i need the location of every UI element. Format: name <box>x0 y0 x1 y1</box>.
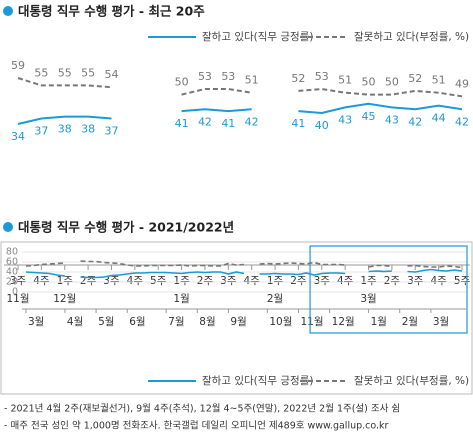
x-tick-label: 5주 <box>150 275 167 287</box>
y-tick-label: 80 <box>6 247 18 258</box>
title-bullet <box>3 6 13 16</box>
x-group-label: 11월 <box>6 293 29 305</box>
x-group-label: 2월 <box>267 293 283 305</box>
data-label: 59 <box>11 59 25 72</box>
x-tick-label: 4주 <box>244 275 261 287</box>
x-tick-label: 4주 <box>430 275 447 287</box>
data-label: 54 <box>104 68 118 81</box>
data-label: 37 <box>104 124 118 137</box>
title-bullet <box>3 222 13 232</box>
data-line <box>17 102 463 125</box>
data-label: 50 <box>175 76 189 89</box>
data-label: 50 <box>385 76 399 89</box>
x-tick-label: 3주 <box>10 275 27 287</box>
recent-highlight <box>309 245 468 334</box>
data-label: 51 <box>338 74 352 87</box>
x-tick-label: 2주 <box>384 275 401 287</box>
data-label: 53 <box>221 70 235 83</box>
data-label: 38 <box>58 123 72 136</box>
x-tick-label: 3월 <box>28 316 44 328</box>
x-tick-label: 3주 <box>103 275 120 287</box>
y-tick-label: 60 <box>6 257 18 268</box>
x-tick-label: 8월 <box>199 316 215 328</box>
data-label: 55 <box>58 66 72 79</box>
legend-label: 잘하고 있다(직무 긍정률) <box>202 30 313 43</box>
x-group-label: 1월 <box>173 293 189 305</box>
data-label: 41 <box>175 117 189 130</box>
data-label: 42 <box>245 115 259 128</box>
x-tick-label: 2월 <box>402 316 418 328</box>
x-tick-label: 5주 <box>454 275 471 287</box>
data-label: 42 <box>198 115 212 128</box>
x-tick-label: 1주 <box>360 275 377 287</box>
x-tick-label: 4주 <box>337 275 354 287</box>
data-label: 42 <box>455 115 469 128</box>
chart-title: 대통령 직무 수행 평가 - 2021/2022년 <box>18 220 234 235</box>
y-tick-label: 40 <box>6 267 18 278</box>
data-line <box>17 77 463 98</box>
x-group-label: 3월 <box>360 293 376 305</box>
x-tick-label: 1주 <box>173 275 190 287</box>
x-tick-label: 4월 <box>67 316 83 328</box>
data-label: 53 <box>198 70 212 83</box>
x-tick-label: 3주 <box>314 275 331 287</box>
x-tick-label: 10월 <box>269 316 292 328</box>
data-label: 55 <box>81 66 95 79</box>
x-tick-label: 6월 <box>129 316 145 328</box>
legend-label: 잘하고 있다(직무 긍정률) <box>202 374 313 387</box>
x-tick-label: 12월 <box>332 316 355 328</box>
data-label: 55 <box>34 66 48 79</box>
x-tick-label: 1주 <box>267 275 284 287</box>
data-label: 43 <box>338 113 352 126</box>
data-label: 53 <box>315 70 329 83</box>
data-label: 40 <box>315 119 329 132</box>
legend-label: 잘못하고 있다(부정률, %) <box>354 374 469 387</box>
y-tick-label: 0 <box>12 287 18 298</box>
x-tick-label: 2주 <box>290 275 307 287</box>
footnote: - 매주 전국 성인 약 1,000명 전화조사. 한국갤럽 데일리 오피니언 … <box>4 420 389 432</box>
x-tick-label: 3월 <box>433 316 449 328</box>
x-group-label: 12월 <box>53 293 76 305</box>
data-label: 45 <box>362 110 376 123</box>
y-tick-label: 20 <box>6 277 18 288</box>
x-tick-label: 7월 <box>168 316 184 328</box>
data-label: 38 <box>81 123 95 136</box>
legend-label: 잘못하고 있다(부정률, %) <box>354 30 469 43</box>
x-tick-label: 11월 <box>301 316 324 328</box>
x-tick-label: 4주 <box>127 275 144 287</box>
x-tick-label: 3주 <box>220 275 237 287</box>
x-tick-label: 2주 <box>197 275 214 287</box>
data-label: 49 <box>455 77 469 90</box>
data-line <box>25 268 463 279</box>
data-label: 37 <box>34 124 48 137</box>
x-tick-label: 5월 <box>98 316 114 328</box>
data-label: 51 <box>245 74 259 87</box>
data-label: 44 <box>432 112 446 125</box>
x-tick-label: 9월 <box>230 316 246 328</box>
data-label: 42 <box>408 115 422 128</box>
x-tick-label: 4주 <box>33 275 50 287</box>
data-label: 52 <box>408 72 422 85</box>
data-label: 50 <box>362 76 376 89</box>
chart-frame <box>0 241 473 395</box>
chart-title: 대통령 직무 수행 평가 - 최근 20주 <box>18 4 205 19</box>
x-tick-label: 1주 <box>57 275 74 287</box>
x-tick-label: 1월 <box>371 316 387 328</box>
x-tick-label: 3주 <box>407 275 424 287</box>
data-label: 52 <box>291 72 305 85</box>
data-label: 34 <box>11 130 25 143</box>
data-label: 41 <box>221 117 235 130</box>
data-label: 51 <box>432 74 446 87</box>
data-label: 41 <box>291 117 305 130</box>
data-line <box>25 260 463 269</box>
data-label: 43 <box>385 113 399 126</box>
footnote: - 2021년 4월 2주(재보궐선거), 9월 4주(추석), 12월 4~5… <box>4 403 400 415</box>
